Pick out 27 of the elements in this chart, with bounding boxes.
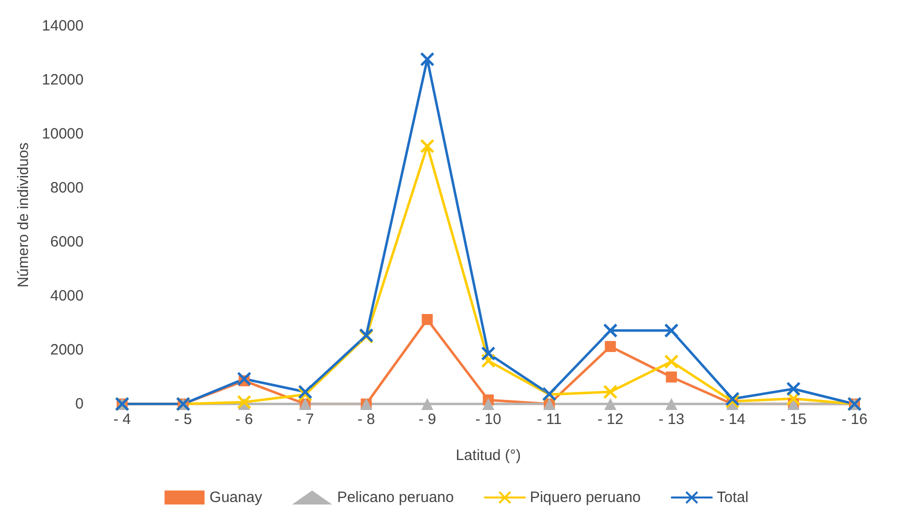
y-tick-label: 0 [75,396,84,412]
x-axis-title: Latitud (°) [456,447,521,464]
y-tick-label: 14000 [42,18,84,34]
y-tick-label: 12000 [42,72,84,88]
y-tick-label: 4000 [50,288,84,304]
x-tick-label: - 10 [475,411,502,428]
y-tick-label: 8000 [50,180,84,196]
legend-label: Pelicano peruano [337,489,454,506]
legend-label: Guanay [210,489,263,506]
y-axis-title: Número de individuos [15,142,32,288]
x-tick-label: - 14 [719,411,746,428]
x-tick-label: - 4 [113,411,131,428]
y-tick-label: 2000 [50,342,84,358]
x-tick-label: - 12 [597,411,624,428]
y-tick-label: 10000 [42,126,84,142]
x-tick-label: - 9 [418,411,436,428]
legend-label: Piquero peruano [530,489,641,506]
x-tick-label: - 7 [296,411,314,428]
x-tick-label: - 15 [780,411,806,428]
x-tick-label: - 8 [357,411,376,428]
legend-label: Total [716,489,748,506]
x-tick-label: - 5 [174,411,192,428]
x-tick-label: - 11 [536,411,562,428]
x-tick-label: - 6 [235,411,253,428]
x-tick-label: - 16 [842,411,868,428]
y-tick-label: 6000 [50,234,84,250]
x-tick-label: - 13 [658,411,684,428]
